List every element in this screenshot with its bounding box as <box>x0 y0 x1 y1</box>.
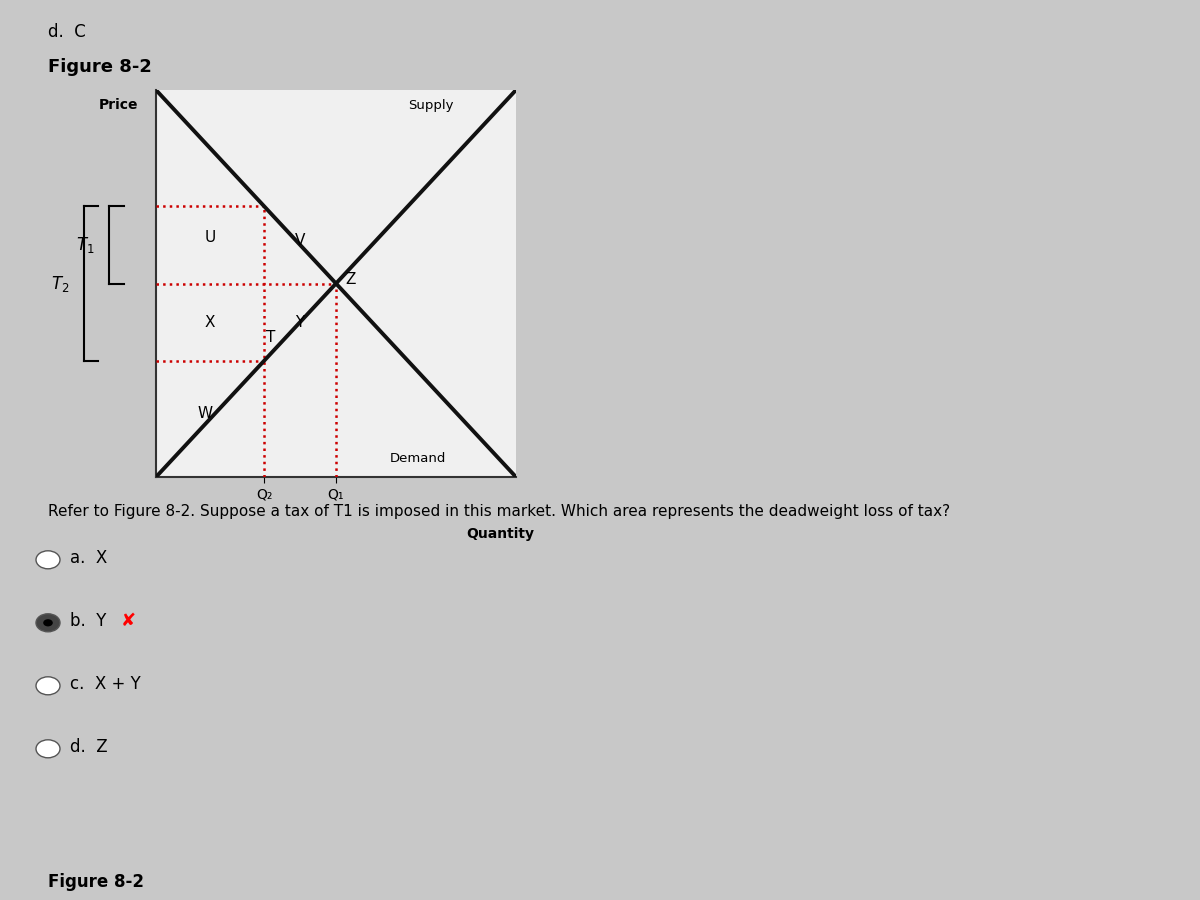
Text: Price: Price <box>98 98 138 112</box>
Text: $T_2$: $T_2$ <box>52 274 70 293</box>
Text: U: U <box>204 230 216 245</box>
Text: V: V <box>295 233 305 248</box>
Text: T: T <box>265 330 275 346</box>
Text: X: X <box>205 315 215 329</box>
Text: a.  X: a. X <box>70 549 107 567</box>
Text: Figure 8-2: Figure 8-2 <box>48 873 144 891</box>
Text: W: W <box>197 406 212 420</box>
Text: c.  X + Y: c. X + Y <box>70 675 140 693</box>
Text: Figure 8-2: Figure 8-2 <box>48 58 152 76</box>
Text: d.  C: d. C <box>48 23 85 41</box>
Text: Refer to Figure 8-2. Suppose a tax of T1 is imposed in this market. Which area r: Refer to Figure 8-2. Suppose a tax of T1… <box>48 504 950 519</box>
Text: Supply: Supply <box>408 99 454 112</box>
Text: Z: Z <box>346 272 355 287</box>
Text: $T_1$: $T_1$ <box>77 235 95 255</box>
Text: Demand: Demand <box>390 452 446 464</box>
Text: d.  Z: d. Z <box>70 738 107 756</box>
Text: ✘: ✘ <box>121 612 137 630</box>
Text: Y: Y <box>295 315 305 329</box>
Text: Quantity: Quantity <box>466 527 534 541</box>
Text: b.  Y: b. Y <box>70 612 106 630</box>
